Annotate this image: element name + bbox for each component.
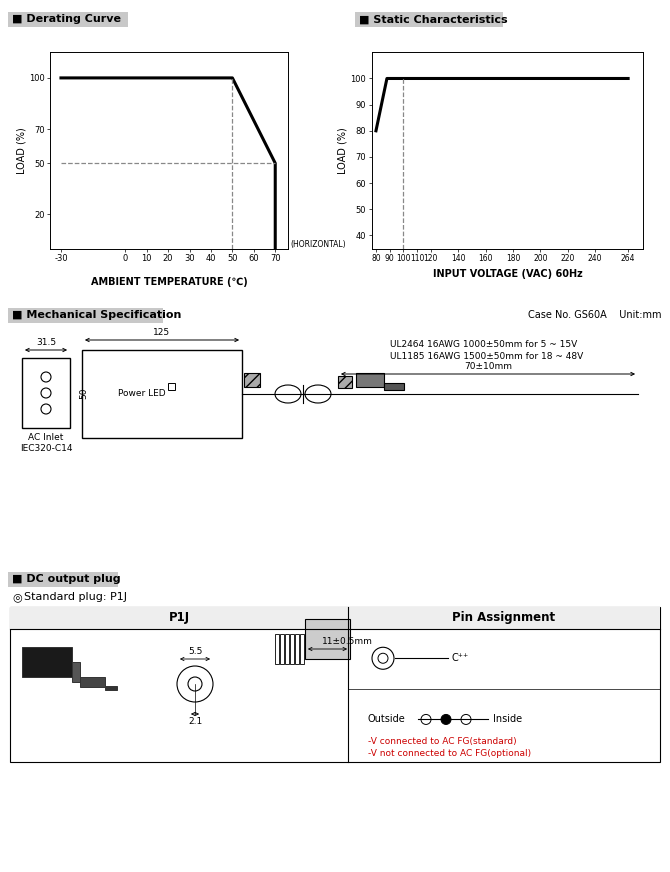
- Text: 2.1: 2.1: [188, 717, 202, 726]
- Text: P1J: P1J: [168, 611, 190, 624]
- Bar: [8, 572, 118, 587]
- Bar: [82, 350, 242, 438]
- Text: Outside: Outside: [368, 714, 406, 725]
- Bar: [22, 358, 70, 428]
- Text: -V connected to AC FG(standard): -V connected to AC FG(standard): [368, 738, 517, 746]
- Text: Pin Assignment: Pin Assignment: [452, 611, 555, 624]
- Bar: [72, 662, 80, 682]
- Bar: [348, 607, 660, 629]
- Bar: [384, 384, 404, 391]
- Ellipse shape: [275, 385, 301, 403]
- Bar: [244, 373, 260, 387]
- Text: Power LED: Power LED: [117, 390, 165, 399]
- Y-axis label: LOAD (%): LOAD (%): [16, 127, 26, 174]
- Text: Standard plug: P1J: Standard plug: P1J: [24, 592, 127, 602]
- Bar: [305, 619, 350, 659]
- Text: 5.5: 5.5: [188, 647, 202, 656]
- Bar: [290, 634, 294, 664]
- Text: 50: 50: [79, 387, 88, 399]
- Text: ■ Derating Curve: ■ Derating Curve: [12, 15, 121, 24]
- Bar: [10, 607, 660, 762]
- Text: ■ Static Characteristics: ■ Static Characteristics: [359, 15, 508, 24]
- Text: -V not connected to AC FG(optional): -V not connected to AC FG(optional): [368, 749, 531, 759]
- Bar: [338, 376, 352, 388]
- Circle shape: [441, 714, 451, 725]
- Bar: [8, 12, 128, 27]
- Bar: [275, 634, 279, 664]
- Text: 11±0.5mm: 11±0.5mm: [322, 637, 373, 646]
- Bar: [168, 383, 176, 390]
- Text: 31.5: 31.5: [36, 338, 56, 347]
- Text: (HORIZONTAL): (HORIZONTAL): [291, 240, 346, 249]
- Bar: [356, 373, 384, 387]
- Bar: [105, 686, 117, 690]
- Circle shape: [461, 714, 471, 725]
- Bar: [280, 634, 284, 664]
- Text: Case No. GS60A    Unit:mm: Case No. GS60A Unit:mm: [529, 310, 662, 320]
- Text: 70±10mm: 70±10mm: [464, 362, 512, 371]
- Text: C⁺⁺: C⁺⁺: [451, 653, 468, 664]
- Bar: [285, 634, 289, 664]
- Text: IEC320-C14: IEC320-C14: [19, 444, 72, 453]
- Y-axis label: LOAD (%): LOAD (%): [338, 127, 348, 174]
- Bar: [22, 647, 72, 677]
- Bar: [8, 308, 163, 323]
- X-axis label: AMBIENT TEMPERATURE (℃): AMBIENT TEMPERATURE (℃): [91, 277, 247, 287]
- Text: UL1185 16AWG 1500±50mm for 18 ~ 48V: UL1185 16AWG 1500±50mm for 18 ~ 48V: [390, 352, 584, 361]
- Text: ■ DC output plug: ■ DC output plug: [12, 575, 121, 584]
- Bar: [355, 12, 503, 27]
- Text: ◎: ◎: [12, 592, 21, 602]
- Text: ■ Mechanical Specification: ■ Mechanical Specification: [12, 310, 182, 321]
- Circle shape: [421, 714, 431, 725]
- Bar: [10, 607, 348, 629]
- Bar: [80, 677, 105, 687]
- Text: UL2464 16AWG 1000±50mm for 5 ~ 15V: UL2464 16AWG 1000±50mm for 5 ~ 15V: [390, 340, 578, 349]
- Text: Inside: Inside: [493, 714, 522, 725]
- Bar: [295, 634, 299, 664]
- Text: AC Inlet: AC Inlet: [28, 433, 64, 442]
- Bar: [300, 634, 304, 664]
- Text: 125: 125: [153, 328, 171, 337]
- Ellipse shape: [305, 385, 331, 403]
- X-axis label: INPUT VOLTAGE (VAC) 60Hz: INPUT VOLTAGE (VAC) 60Hz: [433, 269, 582, 279]
